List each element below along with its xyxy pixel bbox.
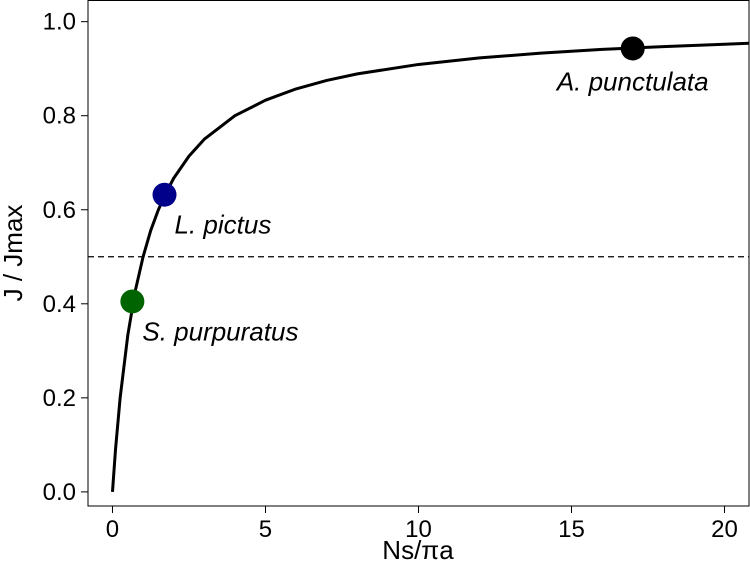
x-tick-label: 0	[106, 516, 119, 543]
x-axis-title: Ns/πa	[382, 535, 454, 561]
x-tick-label: 15	[558, 516, 585, 543]
y-tick-label: 0.8	[43, 103, 76, 130]
species-point	[620, 36, 645, 61]
y-axis-ticks: 0.0 0.2 0.4 0.6 0.8 1.0	[43, 9, 88, 506]
y-tick-label: 1.0	[43, 9, 76, 36]
x-tick-label: 5	[259, 516, 272, 543]
y-tick-label: 0.4	[43, 291, 76, 318]
points-layer: S. purpuratus L. pictus A. punctulata	[120, 36, 709, 346]
species-label: S. purpuratus	[142, 316, 298, 346]
y-axis-title: J / Jmax	[0, 205, 28, 302]
x-tick-label: 20	[711, 516, 738, 543]
species-point	[120, 289, 145, 314]
species-label: L. pictus	[175, 210, 272, 240]
species-label: A. punctulata	[555, 66, 709, 96]
species-point	[152, 182, 177, 207]
x-tick-label: 10	[405, 516, 432, 543]
x-axis-ticks: 0 5 10 15 20	[106, 506, 738, 543]
y-tick-label: 0.0	[43, 479, 76, 506]
y-tick-label: 0.6	[43, 197, 76, 224]
plot-panel	[87, 0, 750, 507]
y-tick-label: 0.2	[43, 385, 76, 412]
